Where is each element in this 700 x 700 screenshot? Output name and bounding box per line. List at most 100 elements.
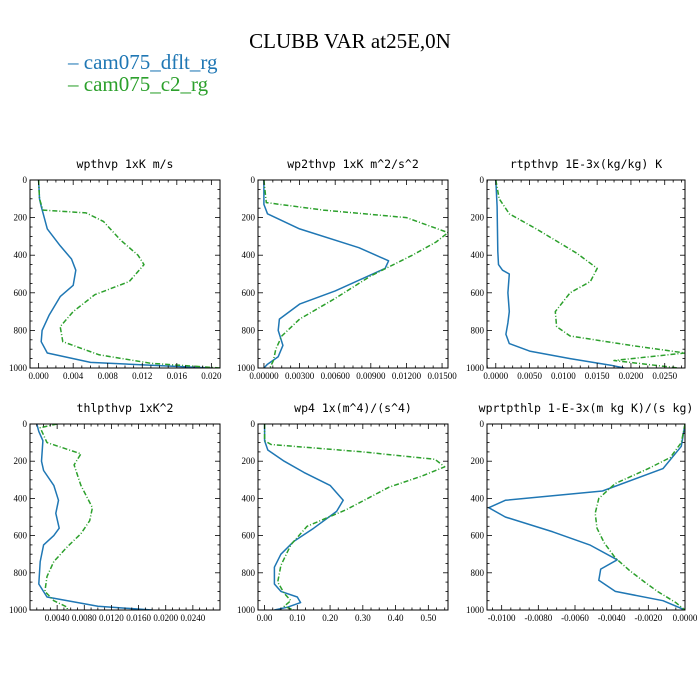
- y-tick-label: 600: [242, 531, 256, 541]
- x-tick-label: 0.01500: [427, 371, 457, 381]
- y-tick-label: 400: [471, 250, 485, 260]
- x-tick-label: 0.0000: [483, 371, 508, 381]
- panel-3: rtpthvp 1E-3x(kg/kg) K020040060080010000…: [466, 157, 686, 381]
- y-tick-label: 1000: [466, 605, 485, 615]
- series-line-dflt: [37, 180, 212, 368]
- x-tick-label: 0.01200: [392, 371, 422, 381]
- series-line-dflt: [36, 424, 153, 610]
- panel-title: wp4 1x(m^4)/(s^4): [294, 401, 412, 415]
- x-tick-label: 0.0100: [551, 371, 576, 381]
- y-tick-label: 1000: [237, 363, 256, 373]
- plot-frame: [257, 179, 449, 369]
- y-tick-label: 600: [242, 288, 256, 298]
- x-tick-label: 0.016: [167, 371, 188, 381]
- plot-frame: [257, 423, 449, 611]
- y-tick-label: 0: [480, 419, 485, 429]
- x-tick-label: 0.0000: [673, 613, 698, 623]
- y-tick-label: 0: [480, 175, 485, 185]
- x-tick-label: 0.0240: [180, 613, 205, 623]
- panel-title: rtpthvp 1E-3x(kg/kg) K: [510, 157, 662, 171]
- series-line-c2: [263, 180, 448, 368]
- y-tick-label: 0: [251, 419, 256, 429]
- legend: – cam075_dflt_rg – cam075_c2_rg: [67, 50, 218, 96]
- series-line-c2: [37, 180, 220, 368]
- y-tick-label: 400: [242, 493, 256, 503]
- panel-title: wp2thvp 1xK m^2/s^2: [287, 157, 419, 171]
- y-tick-label: 600: [471, 531, 485, 541]
- x-tick-label: 0.008: [98, 371, 119, 381]
- x-tick-label: 0.00: [257, 613, 273, 623]
- y-tick-label: 800: [14, 568, 28, 578]
- x-tick-label: 0.020: [201, 371, 222, 381]
- y-tick-label: 0: [251, 175, 256, 185]
- x-tick-label: 0.40: [388, 613, 404, 623]
- series-line-dflt: [263, 424, 344, 610]
- y-tick-label: 200: [242, 213, 256, 223]
- panel-2: wp2thvp 1xK m^2/s^2020040060080010000.00…: [237, 157, 457, 381]
- y-tick-label: 600: [14, 288, 28, 298]
- y-tick-label: 400: [14, 493, 28, 503]
- y-tick-label: 1000: [9, 605, 28, 615]
- y-tick-label: 1000: [9, 363, 28, 373]
- series-line-c2: [495, 180, 685, 368]
- x-tick-label: 0.10: [289, 613, 305, 623]
- panel-6: wprtpthlp 1-E-3x(m kg K)/(s kg) 0 200 400 60…: [466, 401, 698, 623]
- x-tick-label: 0.0200: [619, 371, 644, 381]
- x-tick-label: 0.50: [420, 613, 436, 623]
- legend-item-c2: – cam075_c2_rg: [67, 72, 209, 96]
- y-tick-label: 200: [14, 456, 28, 466]
- series-line-dflt: [263, 180, 390, 368]
- x-tick-label: 0.012: [132, 371, 152, 381]
- y-tick-label: 800: [242, 568, 256, 578]
- y-tick-label: 1000: [466, 363, 485, 373]
- x-tick-label: 0.0200: [153, 613, 178, 623]
- panel-title: wpthvp 1xK m/s: [77, 157, 174, 171]
- y-tick-label: 200: [242, 456, 256, 466]
- series-line-c2: [594, 424, 685, 610]
- plot-frame: [29, 423, 221, 611]
- x-tick-label: 0.0150: [585, 371, 610, 381]
- series-line-dflt: [495, 180, 625, 368]
- series-line-c2: [263, 424, 446, 610]
- x-tick-label: -0.0020: [634, 613, 662, 623]
- x-tick-label: 0.30: [355, 613, 371, 623]
- x-tick-label: 0.0080: [72, 613, 97, 623]
- x-tick-label: 0.0050: [517, 371, 542, 381]
- y-tick-label: 200: [471, 456, 485, 466]
- series-line-c2: [39, 424, 94, 610]
- y-tick-label: 0: [23, 175, 28, 185]
- x-tick-label: 0.00900: [356, 371, 386, 381]
- x-tick-label: 0.00000: [249, 371, 279, 381]
- y-tick-label: 400: [14, 250, 28, 260]
- x-tick-label: 0.0160: [126, 613, 151, 623]
- x-tick-label: 0.004: [63, 371, 84, 381]
- panel-title: thlpthvp 1xK^2: [77, 401, 174, 415]
- figure-title: CLUBB VAR at25E,0N: [249, 29, 451, 53]
- y-tick-label: 600: [14, 531, 28, 541]
- y-tick-label: 0: [23, 419, 28, 429]
- y-tick-label: 800: [471, 568, 485, 578]
- plot-frame: [486, 423, 686, 611]
- x-tick-label: 0.00300: [285, 371, 315, 381]
- x-tick-label: 0.20: [322, 613, 338, 623]
- y-tick-label: 400: [242, 250, 256, 260]
- y-tick-label: 400: [471, 493, 485, 503]
- y-tick-label: 200: [471, 213, 485, 223]
- x-tick-label: -0.0100: [488, 613, 516, 623]
- plot-frame: [486, 179, 686, 369]
- x-tick-label: -0.0060: [561, 613, 589, 623]
- x-tick-label: 0.0120: [99, 613, 124, 623]
- x-tick-label: 0.000: [29, 371, 50, 381]
- y-tick-label: 800: [14, 325, 28, 335]
- y-tick-label: 800: [471, 325, 485, 335]
- panel-title: wprtpthlp 1-E-3x(m kg K)/(s kg): [479, 401, 694, 415]
- plot-frame: [29, 179, 221, 369]
- y-tick-label: 600: [471, 288, 485, 298]
- x-tick-label: 0.0040: [45, 613, 70, 623]
- legend-item-dflt: – cam075_dflt_rg: [67, 50, 218, 74]
